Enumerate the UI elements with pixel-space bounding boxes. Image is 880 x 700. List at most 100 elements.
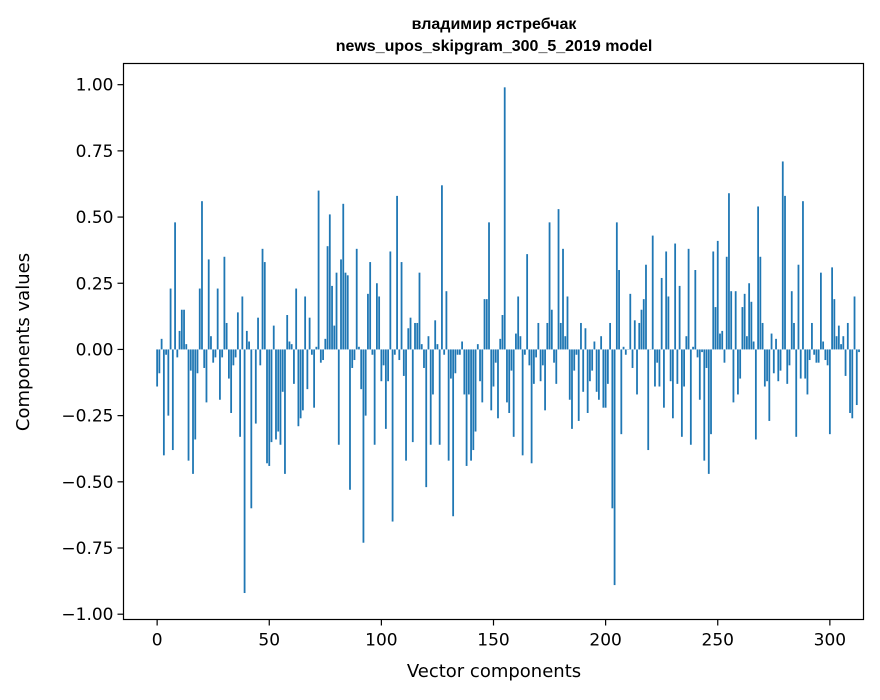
bar [643, 299, 645, 349]
bar [190, 349, 192, 370]
bar [854, 296, 856, 349]
bar [291, 344, 293, 349]
bar [493, 349, 495, 386]
bar [295, 289, 297, 350]
bar [239, 349, 241, 436]
bar [367, 294, 369, 350]
bar [206, 349, 208, 402]
bar [809, 349, 811, 360]
bar [374, 349, 376, 444]
bar [605, 349, 607, 407]
bar [840, 344, 842, 349]
bar [661, 278, 663, 349]
bar [398, 349, 400, 360]
y-tick-label: 0.25 [76, 274, 114, 294]
bar [614, 349, 616, 585]
bar [237, 312, 239, 349]
bar [226, 323, 228, 349]
bar [461, 342, 463, 350]
bar [845, 349, 847, 375]
bar [383, 349, 385, 365]
bar [836, 336, 838, 349]
bar [665, 251, 667, 349]
bar [777, 349, 779, 381]
bar [596, 349, 598, 391]
bar [331, 286, 333, 350]
bar [768, 349, 770, 420]
bar [611, 349, 613, 508]
y-tick-label: −0.50 [61, 473, 113, 493]
bar [750, 302, 752, 350]
bar [179, 331, 181, 350]
bar [428, 336, 430, 349]
bar [488, 222, 490, 349]
x-tick-label: 0 [152, 631, 163, 651]
bar [412, 349, 414, 442]
bar [499, 339, 501, 350]
bar [537, 323, 539, 349]
bar [748, 283, 750, 349]
bar [641, 310, 643, 350]
bar [363, 349, 365, 542]
bar [360, 349, 362, 389]
x-tick-label: 200 [589, 631, 621, 651]
chart-title-line2: news_upos_skipgram_300_5_2019 model [336, 38, 653, 55]
bar [623, 347, 625, 350]
x-tick-label: 250 [702, 631, 734, 651]
bar [262, 249, 264, 350]
bar [201, 201, 203, 349]
bar [670, 349, 672, 381]
bar [567, 296, 569, 349]
bar [573, 349, 575, 370]
bar [726, 257, 728, 350]
bar [333, 326, 335, 350]
bar [773, 349, 775, 373]
bar [356, 249, 358, 350]
bar [448, 349, 450, 460]
bar [818, 349, 820, 362]
bar [246, 331, 248, 350]
bar [757, 206, 759, 349]
bar [730, 291, 732, 349]
bar [524, 349, 526, 354]
bar [766, 349, 768, 381]
bar [197, 349, 199, 373]
bar [266, 349, 268, 463]
bar [683, 349, 685, 386]
bar [508, 349, 510, 413]
bar [652, 236, 654, 350]
bar [203, 349, 205, 368]
bar [663, 349, 665, 407]
y-tick-label: 0.00 [76, 340, 114, 360]
bar [582, 349, 584, 391]
bar [199, 289, 201, 350]
bar [221, 349, 223, 357]
bar [376, 283, 378, 349]
bar [167, 349, 169, 415]
bar [780, 349, 782, 370]
bar [188, 349, 190, 460]
bar [800, 349, 802, 378]
bar [784, 196, 786, 350]
bar [354, 349, 356, 360]
bar [632, 349, 634, 368]
bar [259, 349, 261, 365]
bar [210, 336, 212, 349]
bar [526, 254, 528, 349]
bar [389, 251, 391, 349]
bar [735, 291, 737, 349]
bar [174, 222, 176, 349]
bar [517, 296, 519, 349]
bar [728, 193, 730, 349]
bar [407, 328, 409, 349]
bar [172, 349, 174, 450]
bar [701, 349, 703, 352]
bar [280, 349, 282, 444]
bar [466, 349, 468, 466]
bar [668, 296, 670, 349]
bar [602, 349, 604, 407]
bar [165, 349, 167, 354]
y-tick-label: 1.00 [76, 76, 114, 96]
bar [511, 349, 513, 370]
